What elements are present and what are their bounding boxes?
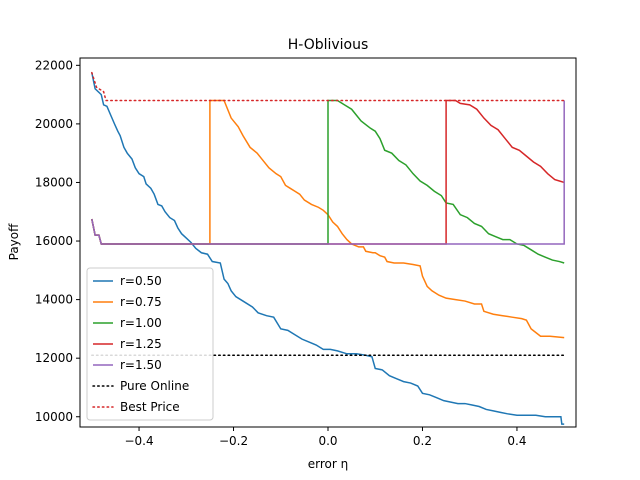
y-axis: 10000 12000 14000 16000 18000 20000 22000 [35, 58, 80, 424]
y-tick-label: 20000 [35, 117, 73, 131]
y-tick-label: 10000 [35, 410, 73, 424]
x-tick-label: −0.4 [124, 434, 153, 448]
legend-label-pure-online: Pure Online [120, 379, 189, 393]
chart-title: H-Oblivious [288, 37, 369, 53]
series-line-r-1-50 [91, 100, 565, 245]
legend-label-best-price: Best Price [120, 400, 180, 414]
y-axis-label: Payoff [7, 223, 21, 260]
legend-label-r-0-75: r=0.75 [120, 295, 162, 309]
x-tick-label: −0.2 [219, 434, 248, 448]
legend: r=0.50 r=0.75 r=1.00 r=1.25 r=1.50 Pure Onlin… [86, 267, 214, 421]
series-line-r-0-50 [91, 72, 565, 425]
x-tick-label: 0.0 [318, 434, 337, 448]
x-tick-label: 0.2 [413, 434, 432, 448]
y-tick-label: 16000 [35, 234, 73, 248]
y-tick-label: 18000 [35, 175, 73, 189]
y-tick-label: 14000 [35, 293, 73, 307]
x-axis: −0.4 −0.2 0.0 0.2 0.4 [124, 427, 526, 448]
legend-label-r-1-50: r=1.50 [120, 358, 162, 372]
x-tick-label: 0.4 [507, 434, 526, 448]
series-line-best-price [91, 71, 565, 102]
legend-label-r-1-00: r=1.00 [120, 316, 162, 330]
series-layer [91, 71, 565, 425]
y-tick-label: 12000 [35, 351, 73, 365]
legend-label-r-1-25: r=1.25 [120, 337, 162, 351]
y-tick-label: 22000 [35, 58, 73, 72]
legend-label-r-0-50: r=0.50 [120, 274, 162, 288]
legend-box [86, 267, 214, 421]
series-line-r-0-75 [91, 99, 565, 339]
x-axis-label: error η [308, 457, 348, 471]
